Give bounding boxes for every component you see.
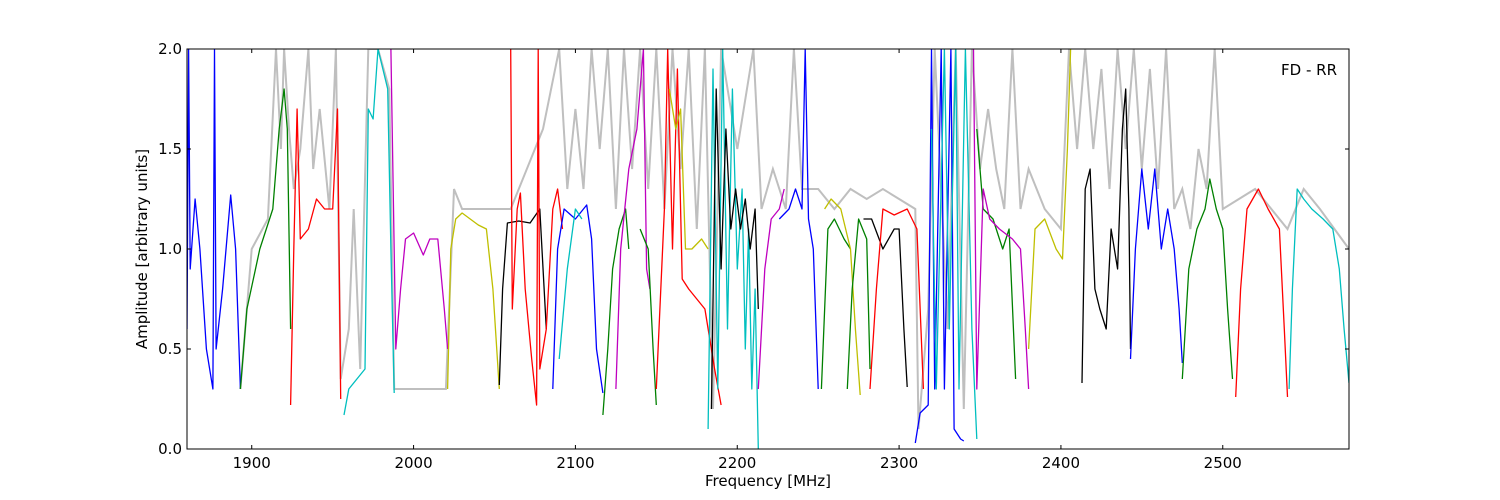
x-tick-label: 2200 — [718, 454, 756, 472]
series-line-seg-16 — [707, 49, 759, 449]
series-line-seg-33 — [1235, 188, 1289, 398]
y-tick-label: 1.5 — [158, 140, 182, 158]
series-line-seg-4 — [343, 49, 395, 416]
series-line-seg-19 — [778, 49, 819, 390]
series-line-seg-24 — [869, 208, 925, 390]
series-line-seg-9 — [552, 204, 604, 394]
x-tick-label: 1900 — [233, 454, 271, 472]
series-line-seg-2 — [239, 88, 292, 390]
series-line-seg-7 — [498, 208, 547, 386]
y-tick-label: 0.5 — [158, 340, 182, 358]
series-line-seg-11 — [602, 208, 630, 416]
y-tick-label: 1.0 — [158, 240, 182, 258]
series-line-seg-21 — [824, 198, 861, 396]
series-line-seg-28 — [972, 49, 1030, 390]
y-tick-label: 2.0 — [158, 40, 182, 58]
series-line-seg-27 — [976, 128, 1017, 380]
series-line-seg-29 — [1027, 49, 1072, 350]
series-line-seg-20 — [820, 218, 852, 390]
x-axis-label: Frequency [MHz] — [705, 472, 831, 490]
y-axis-label: Amplitude [arbitrary units] — [133, 149, 151, 349]
series-line-seg-5 — [390, 49, 449, 350]
series-line-seg-17 — [710, 88, 759, 410]
x-tick-label: 2500 — [1204, 454, 1242, 472]
series-line-seg-1 — [187, 49, 242, 390]
series-line-seg-12 — [615, 49, 651, 390]
series-line-seg-23 — [863, 218, 908, 388]
series-line-seg-25 — [914, 49, 965, 444]
x-tick-label: 2100 — [556, 454, 594, 472]
series-line-seg-32 — [1181, 178, 1234, 380]
y-tick-label: 0.0 — [158, 440, 182, 458]
series-line-seg-26 — [930, 49, 978, 440]
x-tick-label: 2400 — [1042, 454, 1080, 472]
series-line-seg-3 — [289, 108, 342, 406]
series-line-seg-13 — [639, 228, 657, 406]
series-line-seg-15 — [668, 88, 709, 250]
series-line-seg-31 — [1129, 168, 1183, 364]
series-line-seg-18 — [757, 188, 785, 390]
series-line-seg-6 — [446, 212, 500, 390]
series-line-seg-22 — [846, 218, 871, 390]
series-line-seg-34 — [1288, 188, 1349, 390]
annotation-label: FD - RR — [1281, 61, 1337, 79]
series-line-background — [239, 49, 1349, 430]
series-line-seg-10 — [558, 208, 583, 360]
series-line-seg-30 — [1081, 88, 1132, 384]
series-line-seg-8 — [510, 49, 564, 406]
x-tick-label: 2300 — [880, 454, 918, 472]
x-tick-label: 2000 — [394, 454, 432, 472]
